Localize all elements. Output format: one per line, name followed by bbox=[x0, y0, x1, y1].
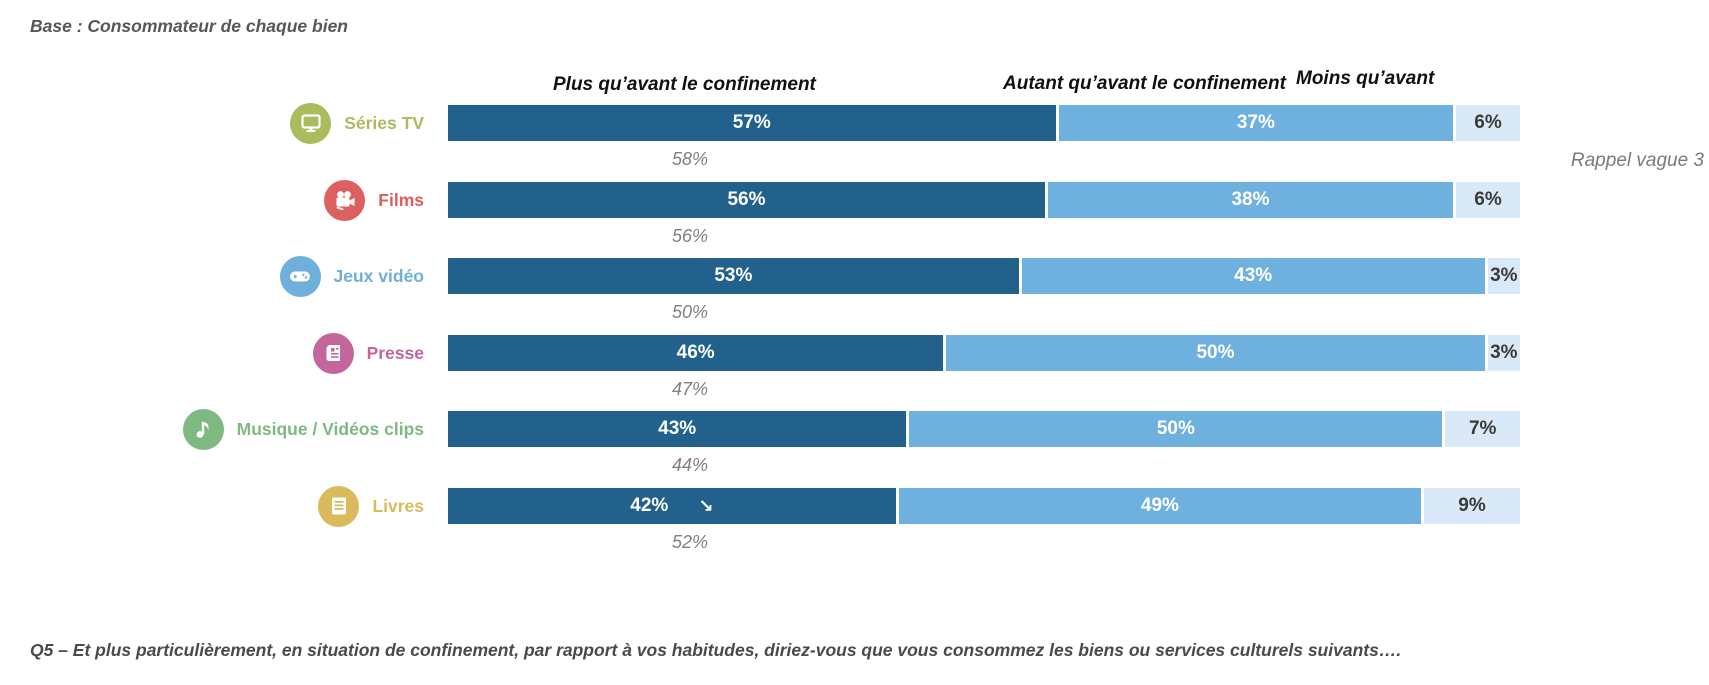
legend-autant: Autant qu’avant le confinement bbox=[1003, 73, 1286, 94]
category-label: Presse bbox=[366, 342, 424, 363]
category-label: Films bbox=[378, 189, 424, 210]
newspaper-icon bbox=[321, 341, 345, 365]
chart-row: Presse 46% 50% 3% 47% bbox=[0, 332, 1709, 412]
segment-autant-value: 50% bbox=[1156, 418, 1195, 439]
stacked-bar: 57% 37% 6% bbox=[448, 105, 1520, 141]
category-label: Séries TV bbox=[344, 112, 424, 133]
category-icon-circle bbox=[324, 179, 366, 221]
stacked-bar: 56% 38% 6% bbox=[448, 182, 1520, 218]
rappel-value: 58% bbox=[671, 149, 709, 169]
tv-icon bbox=[299, 111, 323, 135]
gamepad-icon bbox=[288, 264, 312, 288]
segment-moins: 9% bbox=[1424, 488, 1520, 524]
question-text: Q5 – Et plus particulièrement, en situat… bbox=[30, 640, 1402, 660]
category: Films bbox=[0, 179, 424, 221]
segment-autant: 38% bbox=[1047, 182, 1454, 218]
segment-plus-value: 42% bbox=[630, 495, 669, 516]
legend-plus: Plus qu’avant le confinement bbox=[553, 74, 816, 95]
segment-moins-value: 6% bbox=[1474, 112, 1502, 133]
category-label: Musique / Vidéos clips bbox=[236, 418, 424, 439]
segment-autant: 49% bbox=[898, 488, 1422, 524]
stacked-bar: 43% 50% 7% bbox=[448, 411, 1520, 447]
segment-moins: 3% bbox=[1487, 335, 1520, 371]
segment-autant-value: 37% bbox=[1236, 112, 1275, 133]
segment-moins-value: 6% bbox=[1474, 189, 1502, 210]
segment-moins-value: 9% bbox=[1458, 495, 1486, 516]
segment-plus: 57% bbox=[448, 105, 1056, 141]
segment-plus-value: 56% bbox=[727, 189, 766, 210]
rappel-value: 44% bbox=[671, 455, 709, 475]
rappel-value: 56% bbox=[671, 226, 709, 246]
category-label: Livres bbox=[372, 495, 424, 516]
segment-moins: 6% bbox=[1456, 182, 1520, 218]
segment-plus-value: 57% bbox=[732, 112, 771, 133]
segment-autant: 43% bbox=[1021, 258, 1485, 294]
chart-row: Jeux vidéo 53% 43% 3% 50% bbox=[0, 255, 1709, 335]
rappel-value: 50% bbox=[671, 302, 709, 322]
segment-plus-value: 53% bbox=[714, 265, 753, 286]
segment-moins-value: 7% bbox=[1468, 418, 1497, 439]
category: Séries TV bbox=[0, 102, 424, 144]
segment-moins-value: 3% bbox=[1490, 265, 1518, 286]
segment-plus: 46% bbox=[448, 335, 944, 371]
segment-plus: 56% bbox=[448, 182, 1045, 218]
segment-autant: 37% bbox=[1058, 105, 1454, 141]
segment-moins: 6% bbox=[1456, 105, 1520, 141]
chart-row: Livres 42% ↘ 49% 9% 52% bbox=[0, 485, 1709, 565]
segment-moins: 3% bbox=[1487, 258, 1520, 294]
segment-plus-value: 46% bbox=[676, 342, 715, 363]
rappel-value: 52% bbox=[671, 532, 709, 552]
segment-autant: 50% bbox=[946, 335, 1485, 371]
stacked-bar: 42% ↘ 49% 9% bbox=[448, 488, 1520, 524]
segment-autant-value: 50% bbox=[1196, 342, 1235, 363]
stacked-bar: 46% 50% 3% bbox=[448, 335, 1520, 371]
film-camera-icon bbox=[333, 188, 357, 212]
segment-autant-value: 43% bbox=[1234, 265, 1273, 286]
category-icon-circle bbox=[312, 332, 354, 374]
chart-row: Séries TV 57% 37% 6% 58% bbox=[0, 102, 1709, 182]
category-icon-circle bbox=[290, 102, 332, 144]
category-icon-circle bbox=[279, 255, 321, 297]
trend-down-arrow-icon: ↘ bbox=[698, 495, 714, 516]
rappel-value: 47% bbox=[671, 379, 709, 399]
base-note: Base : Consommateur de chaque bien bbox=[30, 16, 348, 36]
category: Musique / Vidéos clips bbox=[0, 408, 424, 450]
rappel-vague-note: Rappel vague 3 bbox=[1570, 150, 1704, 171]
segment-autant-value: 38% bbox=[1231, 189, 1270, 210]
chart-row: Musique / Vidéos clips 43% 50% 7% 44% bbox=[0, 408, 1709, 488]
segment-plus: 43% bbox=[448, 411, 907, 447]
category-icon-circle bbox=[318, 485, 360, 527]
category: Presse bbox=[0, 332, 424, 374]
stacked-bar: 53% 43% 3% bbox=[448, 258, 1520, 294]
segment-autant: 50% bbox=[909, 411, 1443, 447]
music-note-icon bbox=[191, 417, 215, 441]
segment-autant-value: 49% bbox=[1140, 495, 1179, 516]
category: Livres bbox=[0, 485, 424, 527]
category-label: Jeux vidéo bbox=[333, 265, 424, 286]
category: Jeux vidéo bbox=[0, 255, 424, 297]
chart-row: Films 56% 38% 6% 56% bbox=[0, 179, 1709, 259]
segment-plus: 42% ↘ bbox=[448, 488, 896, 524]
segment-plus-value: 43% bbox=[658, 418, 697, 439]
book-icon bbox=[327, 494, 351, 518]
segment-moins: 7% bbox=[1445, 411, 1520, 447]
segment-plus: 53% bbox=[448, 258, 1019, 294]
legend-moins: Moins qu’avant bbox=[1296, 68, 1435, 89]
segment-moins-value: 3% bbox=[1490, 342, 1518, 363]
category-icon-circle bbox=[182, 408, 224, 450]
